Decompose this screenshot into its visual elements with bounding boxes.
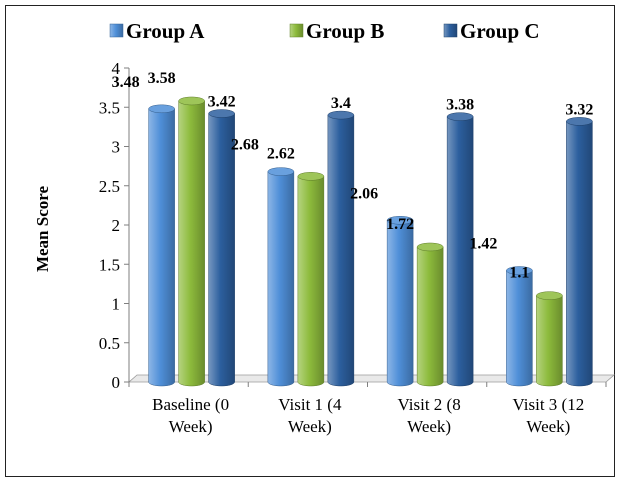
chart-frame: Group A Group B Group C 0 0.5 1 1.5 2 2.5 3 3.5 4 B… — [5, 5, 616, 477]
bar-group-a — [148, 104, 175, 387]
y-tick-label: 3 — [112, 138, 121, 157]
bar-group-c — [446, 112, 474, 387]
data-label-group-a: 3.48 — [112, 74, 140, 91]
data-label-group-c: 3.4 — [331, 95, 351, 112]
axes: 0 0.5 1 1.5 2 2.5 3 3.5 4 Baseline (0 Week) Visit 1… — [33, 59, 616, 436]
data-labels: 3.48 3.58 3.42 2.68 2.62 3.4 2.06 1.72 3.38 1.42 1… — [112, 70, 594, 282]
y-axis-title: Mean Score — [33, 186, 52, 273]
y-tick-label: 2.5 — [99, 177, 120, 196]
data-label-group-b: 3.58 — [148, 70, 176, 87]
bar-group-b — [178, 96, 205, 387]
bar-group-b — [536, 291, 563, 387]
legend-label-2: Group B — [306, 19, 384, 43]
bar-group-c — [566, 117, 593, 387]
x-category-label: Visit 2 (8 Week) — [398, 395, 461, 436]
y-tick-label: 0.5 — [99, 334, 120, 353]
y-tick-label: 3.5 — [99, 98, 120, 117]
x-category-label: Visit 3 (12 Week) — [513, 395, 585, 436]
y-tick-label: 0 — [112, 373, 121, 392]
bars — [148, 96, 593, 387]
data-label-group-b: 1.72 — [386, 216, 414, 233]
legend-swatch-1 — [109, 23, 124, 38]
bar-group-c — [327, 110, 355, 387]
y-tick-label: 4 — [112, 59, 121, 78]
legend: Group A Group B Group C — [109, 19, 540, 43]
data-label-group-a: 2.06 — [350, 185, 378, 202]
bar-chart: Group A Group B Group C 0 0.5 1 1.5 2 2.5 3 3.5 4 B… — [33, 19, 616, 436]
bar-group-a — [386, 216, 414, 387]
data-label-group-c: 3.38 — [446, 97, 474, 114]
y-tick-label: 1.5 — [99, 255, 120, 274]
bar-group-a — [267, 167, 295, 387]
data-label-group-a: 1.42 — [469, 236, 497, 253]
data-label-group-c: 3.32 — [565, 101, 593, 118]
y-tick-label: 1 — [112, 295, 121, 314]
legend-swatch-2 — [289, 23, 304, 38]
legend-label-1: Group A — [126, 19, 205, 43]
bar-group-a — [506, 266, 533, 387]
data-label-group-b: 1.1 — [509, 265, 529, 282]
data-label-group-c: 3.42 — [208, 94, 236, 111]
x-category-label: Baseline (0 Week) — [152, 395, 229, 436]
legend-swatch-3 — [443, 23, 458, 38]
data-label-group-b: 2.62 — [267, 145, 295, 162]
data-label-group-a: 2.68 — [231, 137, 259, 154]
bar-group-c — [208, 109, 235, 387]
x-category-label: Visit 1 (4 Week) — [278, 395, 342, 436]
bar-group-b — [297, 172, 325, 387]
legend-label-3: Group C — [460, 19, 540, 43]
y-tick-label: 2 — [112, 216, 121, 235]
bar-group-b — [416, 242, 444, 387]
